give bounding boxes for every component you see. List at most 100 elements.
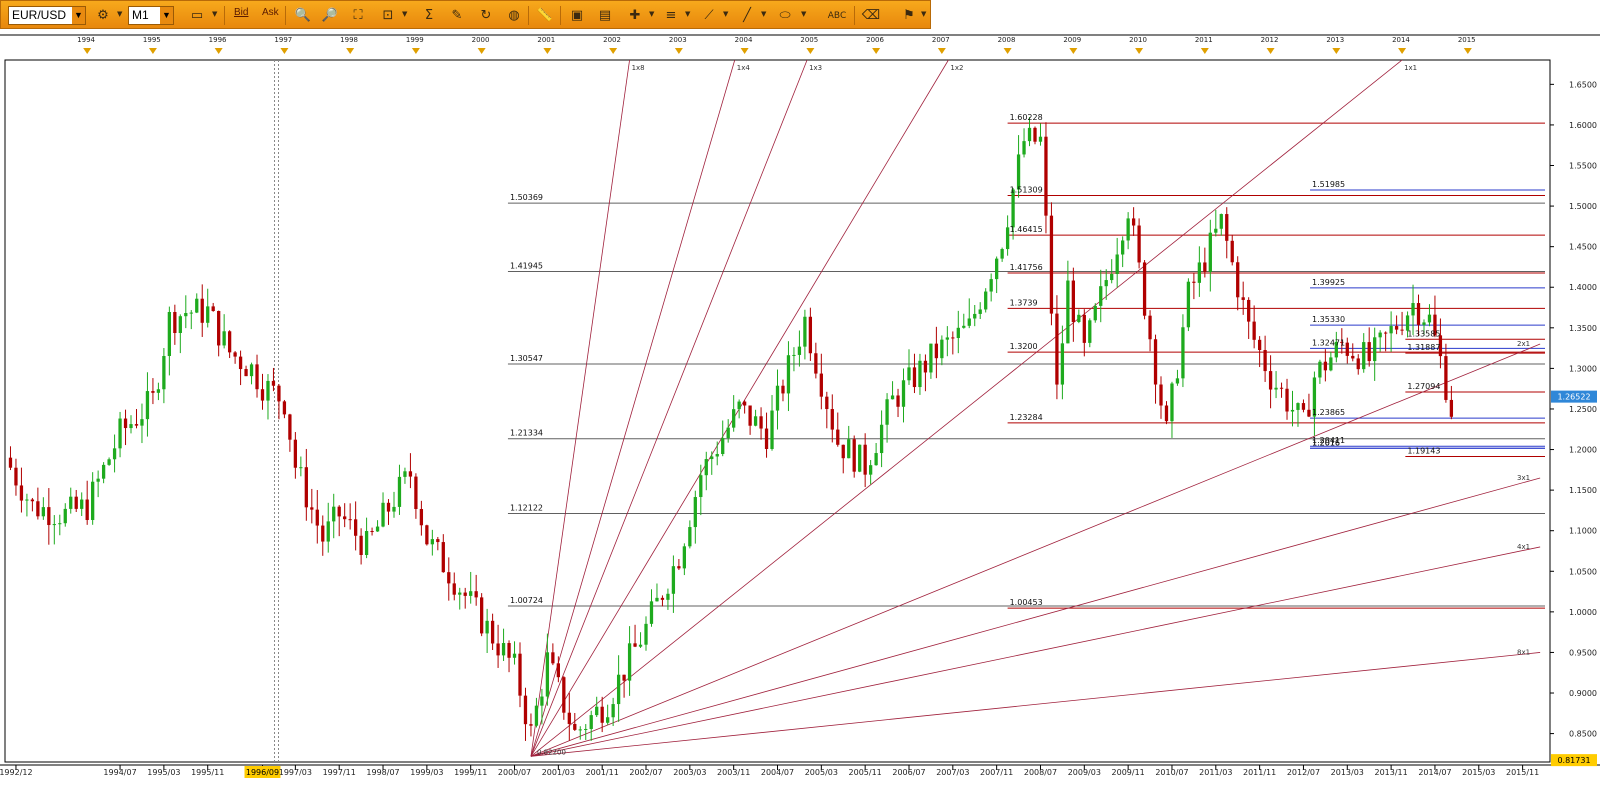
chevron-down-icon[interactable]: ▼	[761, 10, 767, 18]
bull-candle	[91, 481, 95, 521]
bull-candle	[693, 497, 697, 528]
bottom-date-label: 1994/07	[103, 768, 136, 777]
zoom-out-icon[interactable]: 🔎	[321, 8, 339, 23]
bull-candle	[874, 453, 878, 466]
bid-button[interactable]: Bid	[234, 7, 249, 18]
symbol-value: EUR/USD	[12, 8, 67, 22]
timeframe-value: M1	[132, 8, 149, 22]
bear-candle	[1159, 384, 1163, 406]
chevron-down-icon[interactable]: ▼	[921, 10, 927, 18]
gann-fan-icon[interactable]: ⟋	[704, 8, 714, 23]
fibonacci-icon[interactable]: ≡	[665, 8, 677, 23]
bull-candle	[945, 337, 949, 340]
level-left-label: 1.30547	[510, 354, 543, 363]
chart-toolbar: EUR/USD ▼ ⚙ ▼ M1 ▼ ▭ ▼ Bid Ask 🔍 🔎 ⛶ ⊡ ▼…	[0, 0, 931, 29]
bear-candle	[436, 539, 440, 543]
year-marker-icon	[674, 48, 683, 54]
bull-candle	[96, 478, 100, 482]
crosshair-date-label: 1996/09	[246, 768, 279, 777]
bottom-date-label: 2000/07	[498, 768, 531, 777]
chevron-down-icon[interactable]: ▼	[649, 10, 655, 18]
bear-candle	[480, 597, 484, 634]
chevron-down-icon: ▼	[72, 7, 85, 24]
chevron-down-icon[interactable]: ▼	[212, 10, 218, 18]
bull-candle	[375, 526, 380, 532]
bear-candle	[841, 444, 845, 459]
bear-candle	[1131, 218, 1136, 226]
gann-fan-label: 3x1	[1517, 474, 1530, 482]
comment-icon[interactable]: ✎	[451, 8, 463, 23]
bottom-date-label: 2010/07	[1155, 768, 1188, 777]
indicator-icon[interactable]: Σ	[424, 8, 434, 23]
refresh-icon[interactable]: ↻	[480, 8, 492, 23]
bull-candle	[512, 653, 517, 658]
bear-candle	[1049, 215, 1054, 314]
ruler-icon[interactable]: 📏	[536, 8, 554, 23]
bull-candle	[847, 439, 851, 459]
year-marker-icon	[1332, 48, 1341, 54]
bear-candle	[507, 643, 511, 658]
price-chart[interactable]: 1994 1995 1996 1997 1998 1999 2000 2001 2002 2003…	[0, 30, 1600, 798]
bull-candle	[1296, 403, 1300, 410]
trendline-icon[interactable]: ╱	[743, 8, 751, 23]
zoom-fit-icon[interactable]: ⊡	[382, 8, 394, 23]
template-icon[interactable]: ▤	[598, 8, 612, 23]
bear-candle	[836, 429, 840, 445]
chevron-down-icon[interactable]: ▼	[117, 10, 123, 18]
zoom-area-icon[interactable]: ⛶	[353, 8, 363, 23]
shape-icon[interactable]: ⬭	[779, 8, 791, 23]
bear-candle	[151, 391, 155, 393]
bear-candle	[496, 643, 500, 656]
ask-button[interactable]: Ask	[262, 7, 279, 18]
crosshair-settings-icon[interactable]: ⚙	[97, 8, 109, 23]
bull-candle	[1115, 254, 1119, 274]
bull-candle	[649, 601, 654, 624]
bull-candle	[1016, 154, 1021, 190]
bull-candle	[978, 309, 982, 314]
level-mid-label: 1.3739	[1010, 298, 1038, 307]
bear-candle	[1356, 358, 1360, 370]
year-marker-icon	[872, 48, 881, 54]
bear-candle	[819, 373, 823, 397]
chart-type-icon[interactable]: ▭	[190, 8, 204, 23]
gann-fan-label: 8x1	[1517, 648, 1530, 656]
bull-candle	[1066, 280, 1070, 344]
bottom-date-label: 2001/03	[542, 768, 575, 777]
chevron-down-icon[interactable]: ▼	[723, 10, 729, 18]
globe-icon[interactable]: ◍	[508, 8, 520, 23]
stamp-icon[interactable]: ⚑	[903, 8, 915, 23]
year-marker-icon	[740, 48, 749, 54]
chevron-down-icon[interactable]: ▼	[685, 10, 691, 18]
bull-candle	[1318, 361, 1322, 378]
bull-candle	[392, 506, 396, 512]
bull-candle	[682, 546, 687, 569]
bull-candle	[1022, 141, 1026, 155]
level-mid-label: 1.41756	[1010, 263, 1043, 272]
bear-candle	[14, 467, 18, 486]
bull-candle	[704, 459, 708, 476]
top-year-label: 2004	[735, 36, 753, 44]
bull-candle	[868, 465, 873, 475]
bear-candle	[814, 353, 818, 374]
bottom-date-label: 1998/07	[366, 768, 399, 777]
drawing-tools-icon[interactable]: ✚	[629, 8, 641, 23]
top-year-label: 1995	[143, 36, 161, 44]
bull-candle	[1411, 303, 1415, 316]
top-year-label: 1999	[406, 36, 424, 44]
chevron-down-icon[interactable]: ▼	[402, 10, 408, 18]
price-tick-label: 1.6500	[1569, 80, 1597, 89]
bear-candle	[414, 476, 418, 510]
bull-candle	[540, 696, 544, 706]
text-label-icon[interactable]: ABC	[827, 10, 847, 21]
zoom-in-icon[interactable]: 🔍	[294, 8, 312, 23]
bull-candle	[1186, 281, 1191, 328]
symbol-select[interactable]: EUR/USD ▼	[8, 6, 86, 25]
chevron-down-icon[interactable]: ▼	[801, 10, 807, 18]
timeframe-select[interactable]: M1 ▼	[128, 6, 174, 25]
bear-candle	[1383, 332, 1388, 334]
eraser-icon[interactable]: ⌫	[861, 8, 881, 23]
chart-area[interactable]: 1994 1995 1996 1997 1998 1999 2000 2001 2002 2003…	[0, 30, 1600, 798]
year-marker-icon	[609, 48, 618, 54]
picture-icon[interactable]: ▣	[570, 8, 584, 23]
bear-candle	[463, 592, 467, 596]
